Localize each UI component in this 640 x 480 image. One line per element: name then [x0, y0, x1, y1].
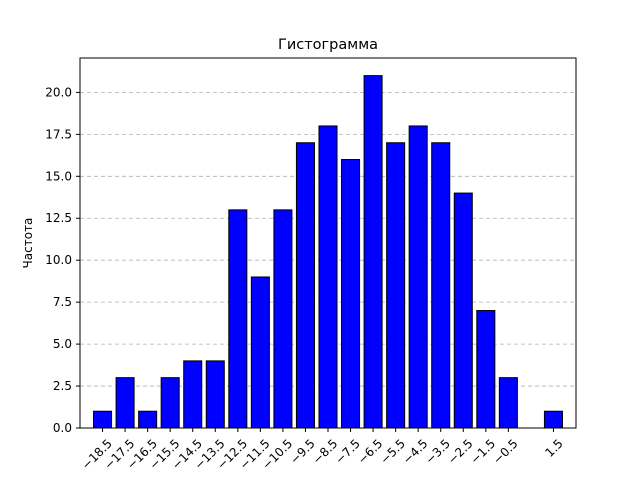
bar: [431, 142, 451, 429]
bar: [408, 125, 428, 429]
bar: [363, 75, 383, 429]
x-tick-label: −4.5: [400, 436, 431, 467]
bar: [205, 360, 225, 429]
y-tick-label: 20.0: [45, 85, 72, 99]
x-tick-label: −2.5: [445, 436, 476, 467]
x-tick-label: −3.5: [423, 436, 454, 467]
y-tick-label: 12.5: [45, 211, 72, 225]
bar: [341, 159, 361, 429]
bar: [273, 209, 293, 429]
chart-title: Гистограмма: [278, 37, 378, 53]
x-tick-label: −7.5: [332, 436, 363, 467]
y-tick-label: 5.0: [53, 337, 72, 351]
bar: [93, 410, 113, 429]
y-tick-label: 2.5: [53, 379, 72, 393]
bar: [250, 276, 270, 429]
y-tick-label: 17.5: [45, 127, 72, 141]
bar: [453, 192, 473, 429]
bar: [318, 125, 338, 429]
x-tick-label: −0.5: [490, 436, 521, 467]
x-tick-label: −5.5: [377, 436, 408, 467]
bar: [183, 360, 203, 429]
bars: [93, 75, 563, 429]
y-tick-label: 10.0: [45, 253, 72, 267]
y-tick-label: 7.5: [53, 295, 72, 309]
y-axis-ticks: 0.0 2.5 5.0 7.5 10.0 12.5 15.0 17.5 20.0: [45, 85, 80, 435]
bar: [228, 209, 248, 429]
x-axis-ticks: −18.5−17.5−16.5−15.5−14.5−13.5−12.5−11.5…: [79, 428, 566, 472]
x-tick-label: −1.5: [468, 436, 499, 467]
x-tick-label: 1.5: [542, 436, 565, 459]
bar: [543, 410, 563, 429]
bar: [476, 310, 496, 429]
bar: [386, 142, 406, 429]
bar: [498, 377, 518, 429]
y-tick-label: 15.0: [45, 169, 72, 183]
x-tick-label: −9.5: [287, 436, 318, 467]
y-tick-label: 0.0: [53, 421, 72, 435]
bar: [138, 410, 158, 429]
bar: [295, 142, 315, 429]
x-tick-label: −6.5: [355, 436, 386, 467]
y-axis-label: Частота: [21, 218, 35, 269]
x-tick-label: −8.5: [310, 436, 341, 467]
bar: [115, 377, 135, 429]
bar: [160, 377, 180, 429]
